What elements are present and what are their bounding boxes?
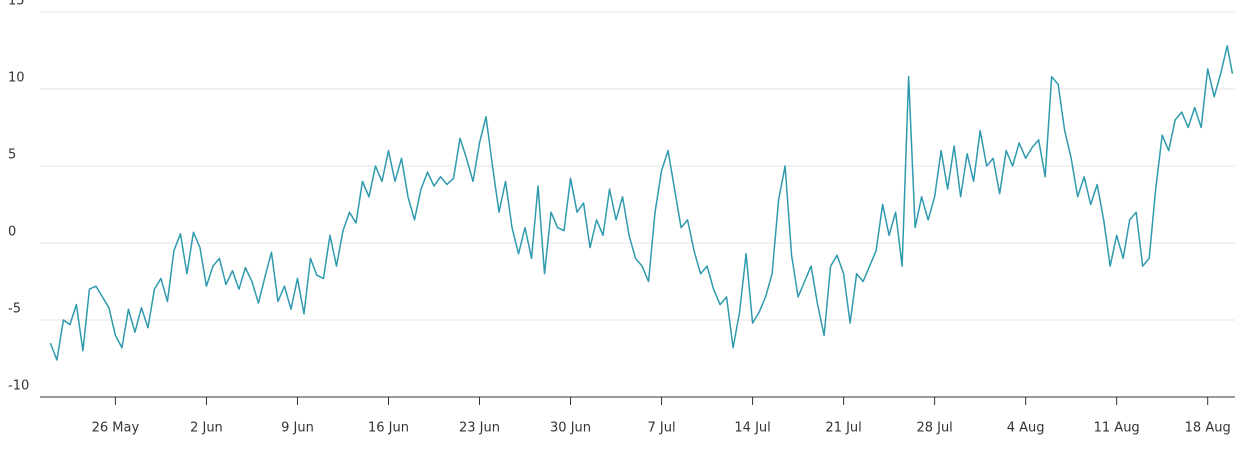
x-tick-label: 23 Jun (459, 421, 500, 436)
data-line (49, 45, 1234, 361)
y-tick-label: 0 (8, 225, 16, 240)
x-tick-label: 28 Jul (916, 421, 952, 436)
x-tick-label: 30 Jun (550, 421, 591, 436)
y-tick-label: 10 (8, 71, 25, 86)
x-tick-label: 14 Jul (734, 421, 770, 436)
x-tick-label: 2 Jun (190, 421, 223, 436)
x-tick-label: 16 Jun (368, 421, 409, 436)
y-tick-label: 15 (8, 0, 25, 9)
x-tick-label: 21 Jul (825, 421, 861, 436)
x-tick-label: 4 Aug (1007, 421, 1045, 436)
y-tick-label: 5 (8, 148, 16, 163)
x-tick-label: 9 Jun (281, 421, 314, 436)
x-tick-label: 7 Jul (648, 421, 676, 436)
x-tick-label: 18 Aug (1185, 421, 1231, 436)
x-tick-label: 11 Aug (1094, 421, 1140, 436)
y-tick-label: -5 (8, 302, 21, 317)
x-tick-label: 26 May (92, 421, 140, 436)
y-tick-label: -10 (8, 379, 29, 394)
